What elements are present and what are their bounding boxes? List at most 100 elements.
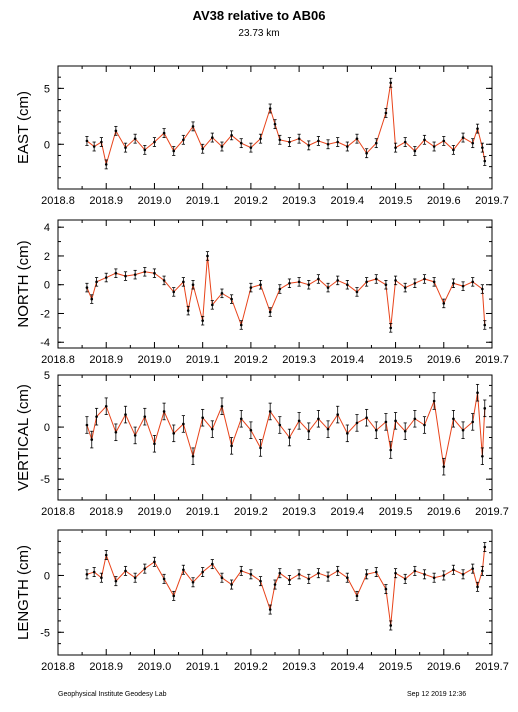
x-tick-label: 2018.8 [41, 195, 75, 207]
data-point [153, 442, 156, 446]
data-point [172, 432, 176, 435]
data-point [394, 146, 397, 149]
data-point [162, 410, 166, 413]
data-point [394, 419, 397, 423]
data-point [403, 286, 407, 289]
data-point [268, 310, 272, 314]
data-point [230, 583, 233, 586]
data-point [104, 163, 108, 166]
y-tick-label: -2 [40, 308, 50, 320]
footer-timestamp: Sep 12 2019 12:36 [407, 691, 467, 698]
y-tick-label: -4 [40, 337, 50, 349]
data-point [191, 125, 195, 128]
data-point [355, 421, 359, 425]
data-point [389, 81, 393, 85]
data-point [432, 399, 436, 403]
data-point [384, 111, 388, 115]
x-tick-label: 2019.6 [427, 506, 461, 518]
data-point [239, 323, 243, 327]
data-point [278, 571, 282, 575]
x-tick-label: 2019.7 [475, 195, 509, 207]
data-point [483, 159, 487, 163]
data-point [355, 290, 359, 294]
data-point [471, 420, 475, 424]
data-point [230, 134, 233, 137]
data-point [259, 579, 262, 583]
data-point [452, 148, 455, 152]
data-point [413, 149, 417, 153]
data-point [114, 579, 118, 583]
data-point [133, 576, 137, 580]
data-point [95, 280, 98, 284]
x-tick-label: 2019.0 [138, 661, 172, 673]
y-tick-label: 4 [44, 222, 50, 234]
data-point [384, 587, 388, 591]
data-point [307, 283, 311, 287]
data-point [471, 280, 475, 284]
data-point [423, 573, 426, 576]
y-tick-label: 0 [44, 139, 50, 151]
data-point [461, 284, 465, 288]
data-point [476, 391, 479, 395]
data-point [389, 326, 393, 330]
x-tick-label: 2019.4 [331, 354, 365, 366]
x-tick-label: 2019.3 [282, 195, 316, 207]
data-point [220, 292, 224, 295]
x-tick-label: 2019.2 [234, 195, 268, 207]
data-point [85, 423, 89, 427]
data-point [153, 140, 156, 144]
data-point [432, 576, 436, 580]
data-point [374, 277, 378, 281]
x-tick-label: 2019.3 [282, 661, 316, 673]
data-point [133, 434, 137, 437]
x-tick-label: 2018.9 [89, 354, 123, 366]
data-point [162, 577, 166, 581]
x-tick-label: 2019.0 [138, 354, 172, 366]
y-tick-label: 5 [44, 370, 50, 382]
data-point [307, 144, 311, 147]
series-line [86, 392, 486, 467]
data-point [124, 146, 127, 149]
data-point [133, 137, 137, 140]
data-point [211, 427, 214, 431]
plot-frame [57, 374, 493, 501]
data-point [307, 429, 311, 433]
data-point [326, 575, 330, 578]
data-point [220, 145, 224, 148]
data-point [133, 273, 137, 276]
data-point [186, 309, 190, 312]
x-tick-label: 2018.8 [41, 354, 75, 366]
data-point [288, 578, 291, 582]
series-line [86, 255, 486, 328]
data-point [90, 297, 94, 301]
x-tick-label: 2019.1 [186, 195, 220, 207]
x-tick-label: 2019.6 [427, 195, 461, 207]
x-tick-label: 2019.4 [331, 661, 365, 673]
data-point [162, 279, 166, 282]
data-point [288, 281, 291, 285]
x-tick-label: 2019.6 [427, 354, 461, 366]
x-tick-label: 2019.1 [186, 661, 220, 673]
data-point [297, 280, 301, 284]
data-point [172, 149, 176, 153]
data-point [317, 571, 320, 575]
data-point [442, 574, 446, 577]
y-axis-title: NORTH (cm) [15, 240, 32, 327]
data-point [162, 131, 166, 135]
data-point [481, 287, 484, 291]
data-point [483, 545, 487, 549]
data-point [452, 281, 455, 285]
y-tick-label: 0 [44, 570, 50, 582]
data-point [191, 580, 195, 584]
data-point [297, 573, 301, 576]
data-point [326, 142, 330, 146]
series-line [86, 82, 486, 165]
data-point [346, 145, 349, 148]
data-point [288, 436, 291, 439]
x-tick-label: 2019.6 [427, 661, 461, 673]
y-tick-label: 0 [44, 280, 50, 292]
data-point [220, 404, 224, 408]
data-point [143, 415, 147, 418]
data-point [104, 404, 108, 408]
data-point [92, 145, 96, 148]
